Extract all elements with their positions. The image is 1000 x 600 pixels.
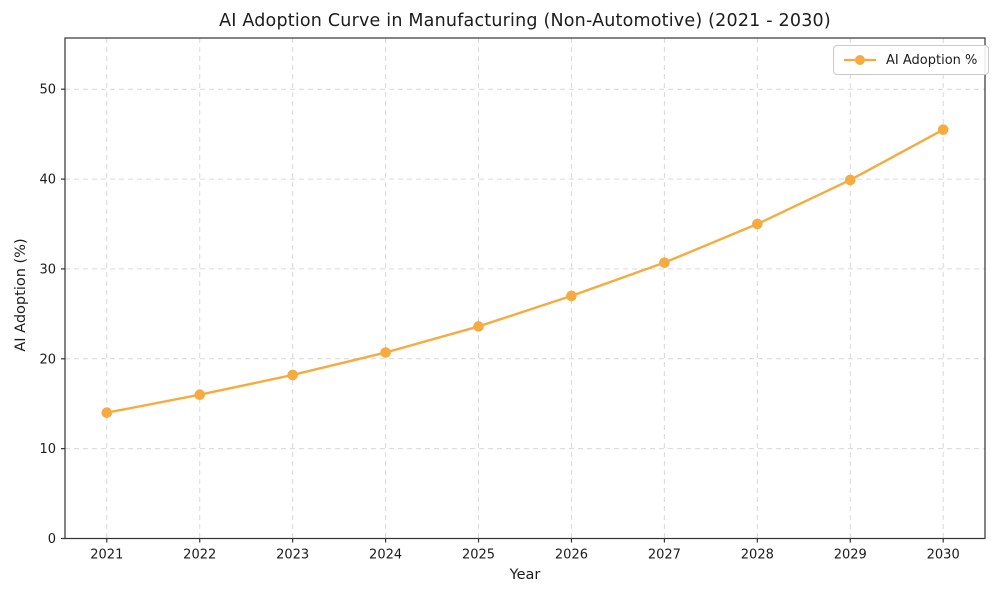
data-point-marker xyxy=(566,290,577,302)
x-tick-label: 2025 xyxy=(462,548,495,563)
data-point-marker xyxy=(194,389,206,401)
y-tick-label: 30 xyxy=(39,262,56,277)
data-point-marker xyxy=(101,407,113,419)
data-point-marker xyxy=(937,124,949,135)
x-tick-label: 2024 xyxy=(369,548,402,563)
x-tick-label: 2030 xyxy=(927,548,960,563)
x-tick-label: 2028 xyxy=(741,548,774,563)
data-point-marker xyxy=(287,369,298,381)
x-tick-label: 2029 xyxy=(834,548,867,563)
y-axis-label: AI Adoption (%) xyxy=(13,238,29,352)
x-axis-label: Year xyxy=(509,567,541,583)
x-tick-label: 2023 xyxy=(276,548,309,563)
y-tick-label: 0 xyxy=(48,532,56,547)
y-tick-label: 20 xyxy=(39,352,56,367)
x-tick-label: 2021 xyxy=(90,548,123,563)
chart-title: AI Adoption Curve in Manufacturing (Non-… xyxy=(219,11,831,31)
y-tick-label: 50 xyxy=(39,83,56,98)
x-tick-label: 2027 xyxy=(648,548,681,563)
data-point-marker xyxy=(659,257,670,268)
data-point-marker xyxy=(844,174,856,186)
data-point-marker xyxy=(473,321,484,332)
legend-line-marker-icon xyxy=(844,55,876,65)
x-tick-label: 2026 xyxy=(555,548,588,563)
legend: AI Adoption % xyxy=(833,45,990,75)
legend-entry-label: AI Adoption % xyxy=(886,52,978,68)
plot-border xyxy=(64,37,986,540)
y-tick-label: 10 xyxy=(39,442,56,457)
data-point-marker xyxy=(380,347,391,358)
y-tick-label: 40 xyxy=(39,173,56,188)
x-tick-label: 2022 xyxy=(183,548,216,563)
data-line xyxy=(105,128,945,414)
data-point-marker xyxy=(752,218,763,230)
